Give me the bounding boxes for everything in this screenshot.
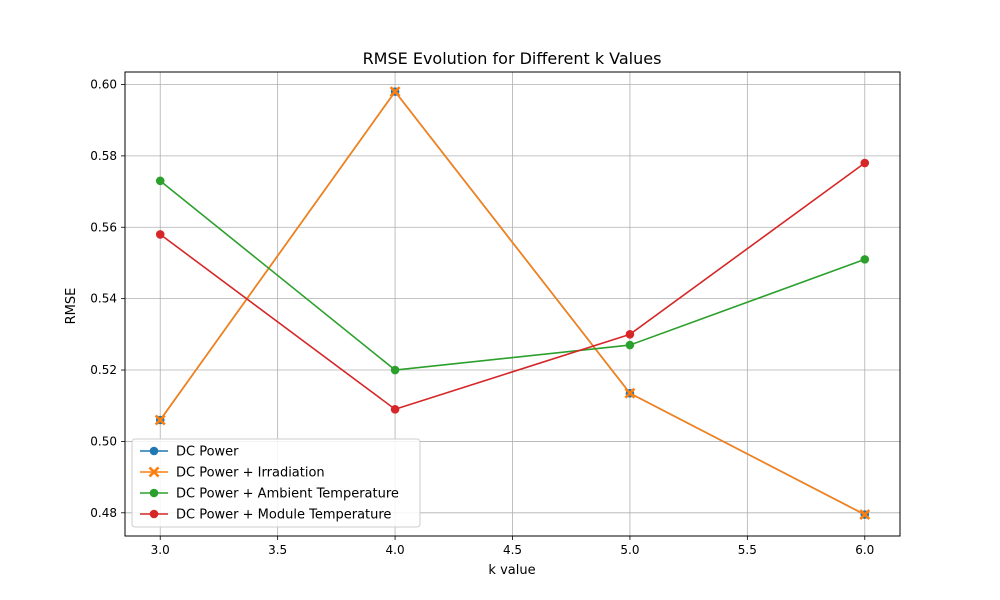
- series-line: [159, 180, 866, 371]
- x-axis-title: k value: [488, 563, 535, 578]
- data-point: [625, 340, 635, 350]
- legend-item: DC Power + Module Temperature: [140, 508, 391, 523]
- y-tick-label: 0.48: [90, 506, 117, 520]
- y-tick-label: 0.56: [90, 220, 117, 234]
- y-tick-label: 0.52: [90, 363, 117, 377]
- legend-label: DC Power: [176, 445, 239, 460]
- legend-swatch-marker: [149, 509, 159, 519]
- data-point: [154, 414, 166, 426]
- data-point: [155, 230, 165, 239]
- x-marker-stroke: [389, 86, 401, 98]
- y-tick-label: 0.58: [90, 149, 117, 163]
- y-axis-title: RMSE: [64, 288, 79, 325]
- data-point: [390, 365, 400, 375]
- legend-swatch-marker: [148, 466, 160, 478]
- x-marker-stroke: [148, 466, 160, 478]
- x-tick-label: 4.5: [503, 543, 522, 557]
- legend-swatch-marker: [149, 488, 159, 498]
- x-tick-label: 4.0: [386, 543, 405, 557]
- legend-label: DC Power + Module Temperature: [176, 508, 391, 523]
- legend-swatch-marker: [149, 446, 159, 456]
- series-3: [155, 176, 870, 375]
- series-lines: [154, 86, 871, 521]
- data-point: [389, 86, 401, 98]
- legend-label: DC Power + Ambient Temperature: [176, 487, 399, 502]
- x-tick-label: 5.5: [738, 543, 757, 557]
- x-tick-label: 5.0: [620, 543, 639, 557]
- x-tick-label: 3.5: [268, 543, 287, 557]
- axis-ticks: 3.0 3.5 4.0 4.5 5.0 5.5 6.0 0.48 0.50 0.52 0.54 0.5…: [90, 77, 874, 557]
- y-tick-label: 0.60: [90, 77, 117, 91]
- chart-title: RMSE Evolution for Different k Values: [363, 49, 662, 68]
- series-2: [154, 86, 871, 521]
- legend-item: DC Power + Ambient Temperature: [140, 487, 399, 502]
- data-point: [625, 330, 635, 339]
- legend: DC Power DC Power + Irradiation DC Power +…: [131, 438, 421, 528]
- series-line: [159, 162, 866, 411]
- legend-item: DC Power: [140, 445, 239, 460]
- data-point: [155, 176, 165, 186]
- data-point: [859, 509, 871, 521]
- x-marker-stroke: [154, 414, 166, 426]
- y-tick-label: 0.54: [90, 292, 117, 306]
- data-point: [624, 387, 636, 399]
- legend-label: DC Power + Irradiation: [176, 466, 325, 481]
- data-point: [860, 255, 870, 264]
- series-4: [155, 158, 870, 414]
- data-point: [860, 158, 870, 168]
- x-marker-stroke: [624, 387, 636, 399]
- series-line: [159, 90, 866, 516]
- y-tick-label: 0.50: [90, 434, 117, 448]
- data-point: [390, 404, 400, 414]
- x-tick-label: 3.0: [151, 543, 170, 557]
- legend-box: [131, 438, 421, 528]
- legend-item: DC Power + Irradiation: [140, 466, 325, 481]
- x-tick-label: 6.0: [855, 543, 874, 557]
- x-marker-stroke: [859, 509, 871, 521]
